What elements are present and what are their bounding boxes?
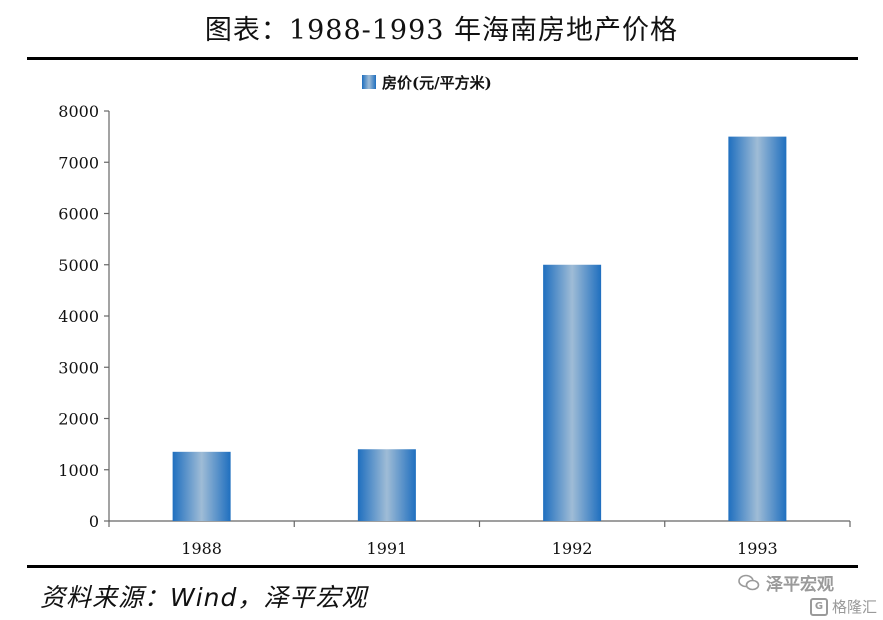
y-tick-label: 5000 [58,256,99,275]
bar-1993 [728,136,787,521]
watermark-row: 泽平宏观 [738,570,834,595]
y-tick-label: 3000 [58,358,99,377]
source-note: 资料来源：Wind，泽平宏观 [40,583,368,612]
x-tick-label: 1991 [367,539,408,558]
y-tick-label: 0 [89,512,99,531]
bar-1991 [357,449,416,521]
g-logo-icon: G [810,597,828,616]
wechat-icon [738,574,760,590]
legend-swatch [362,75,376,89]
bar-chart: 房价(元/平方米) 0 1000 2000 3000 4000 5000 6000 7000 8… [58,74,851,558]
bar-1988 [172,451,231,521]
x-tick-label: 1993 [737,539,778,558]
y-axis: 0 1000 2000 3000 4000 5000 6000 7000 8000 [58,102,110,531]
y-tick-label: 4000 [58,307,99,326]
y-tick-label: 6000 [58,205,99,224]
watermark-name: 泽平宏观 [766,575,834,595]
legend-label: 房价(元/平方米) [382,74,492,92]
title-rule [27,57,858,60]
bars [172,136,787,521]
watermark: 泽平宏观 G 格隆汇 [728,566,878,616]
watermark-platform: 格隆汇 [832,598,878,616]
y-tick-label: 1000 [58,461,99,480]
footer-rule [27,565,858,568]
y-tick-label: 7000 [58,153,99,172]
x-axis: 1988 1991 1992 1993 [108,520,851,558]
y-tick-label: 8000 [58,102,99,121]
x-tick-label: 1992 [552,539,593,558]
legend: 房价(元/平方米) [362,74,492,92]
y-tick-label: 2000 [58,410,99,429]
page-title: 图表：1988-1993 年海南房地产价格 [204,15,679,46]
x-tick-label: 1988 [181,539,222,558]
watermark-platform-row: G 格隆汇 [810,596,877,617]
bar-1992 [543,264,602,521]
